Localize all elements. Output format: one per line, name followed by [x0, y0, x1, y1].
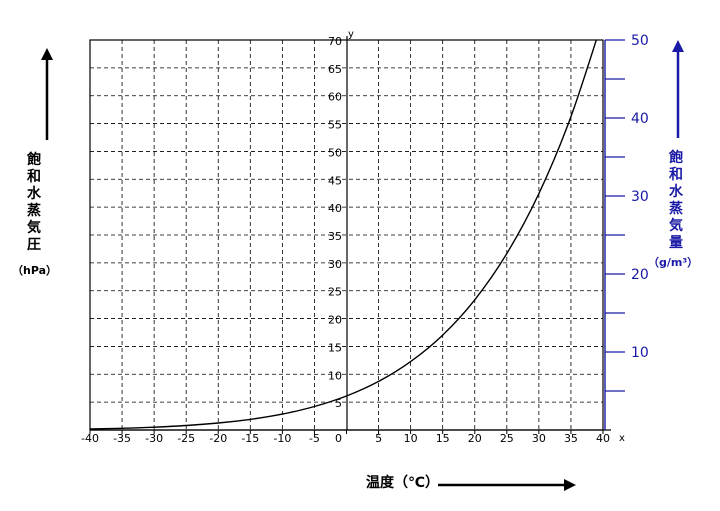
y-tick-label: 15	[328, 341, 342, 354]
y-tick-label: 50	[328, 146, 342, 159]
label-char: 飽	[669, 150, 683, 166]
right-axis-label: 飽和水蒸気量	[666, 150, 686, 252]
y-tick-label: 10	[328, 369, 342, 382]
label-char: 和	[27, 169, 41, 185]
label-char: 水	[27, 186, 41, 202]
y2-tick-label: 30	[631, 189, 649, 205]
right-axis-unit: （g/m³）	[648, 256, 699, 269]
label-char: 蒸	[27, 203, 41, 219]
y-tick-label: 5	[335, 397, 342, 410]
x-tick-label: -10	[273, 432, 291, 445]
x-tick-label: -15	[241, 432, 259, 445]
x-right-arrow-head	[564, 479, 576, 491]
y-tick-label: 20	[328, 314, 342, 327]
x-tick-label: 25	[500, 432, 514, 445]
y-tick-label: 45	[328, 174, 342, 187]
label-char: 気	[27, 220, 41, 236]
x-tick-label: 5	[375, 432, 382, 445]
y2-tick-label: 50	[631, 33, 649, 49]
x-axis-title: 温度（℃）	[366, 475, 439, 491]
y-tick-label: 30	[328, 258, 342, 271]
x-tick-label: 40	[596, 432, 610, 445]
x-tick-label: 30	[532, 432, 546, 445]
label-char: 圧	[27, 237, 41, 253]
x-tick-label: 35	[564, 432, 578, 445]
y-tick-label: 60	[328, 91, 342, 104]
left-up-arrow-head	[41, 48, 53, 60]
label-char: 気	[669, 218, 683, 234]
right-up-arrow-head	[672, 40, 684, 52]
x-axis-name: x	[619, 433, 625, 444]
saturation-curve	[90, 40, 598, 430]
y2-tick-label: 10	[631, 345, 649, 361]
y-tick-label: 40	[328, 202, 342, 215]
x-tick-label: -35	[113, 432, 131, 445]
x-tick-label: -20	[209, 432, 227, 445]
label-char: 蒸	[669, 201, 683, 217]
y-axis-name: y	[348, 29, 354, 40]
x-tick-label: 20	[468, 432, 482, 445]
y-tick-label: 35	[328, 230, 342, 243]
y-tick-label: 25	[328, 286, 342, 299]
left-axis-unit: （hPa）	[12, 264, 58, 277]
label-char: 水	[669, 184, 683, 200]
label-char: 和	[669, 167, 683, 183]
x-tick-label: -40	[81, 432, 99, 445]
y2-tick-label: 20	[631, 267, 649, 283]
label-char: 飽	[27, 152, 41, 168]
y2-tick-label: 40	[631, 111, 649, 127]
label-char: 量	[669, 235, 683, 251]
x-tick-label: 0	[335, 432, 342, 445]
x-tick-label: 15	[436, 432, 450, 445]
y-tick-label: 65	[328, 63, 342, 76]
x-tick-label: 10	[404, 432, 418, 445]
x-tick-label: -25	[177, 432, 195, 445]
x-tick-label: -5	[309, 432, 320, 445]
left-axis-label: 飽和水蒸気圧	[24, 152, 44, 254]
y-tick-label: 70	[328, 35, 342, 48]
y-tick-label: 55	[328, 119, 342, 132]
x-tick-label: -30	[145, 432, 163, 445]
